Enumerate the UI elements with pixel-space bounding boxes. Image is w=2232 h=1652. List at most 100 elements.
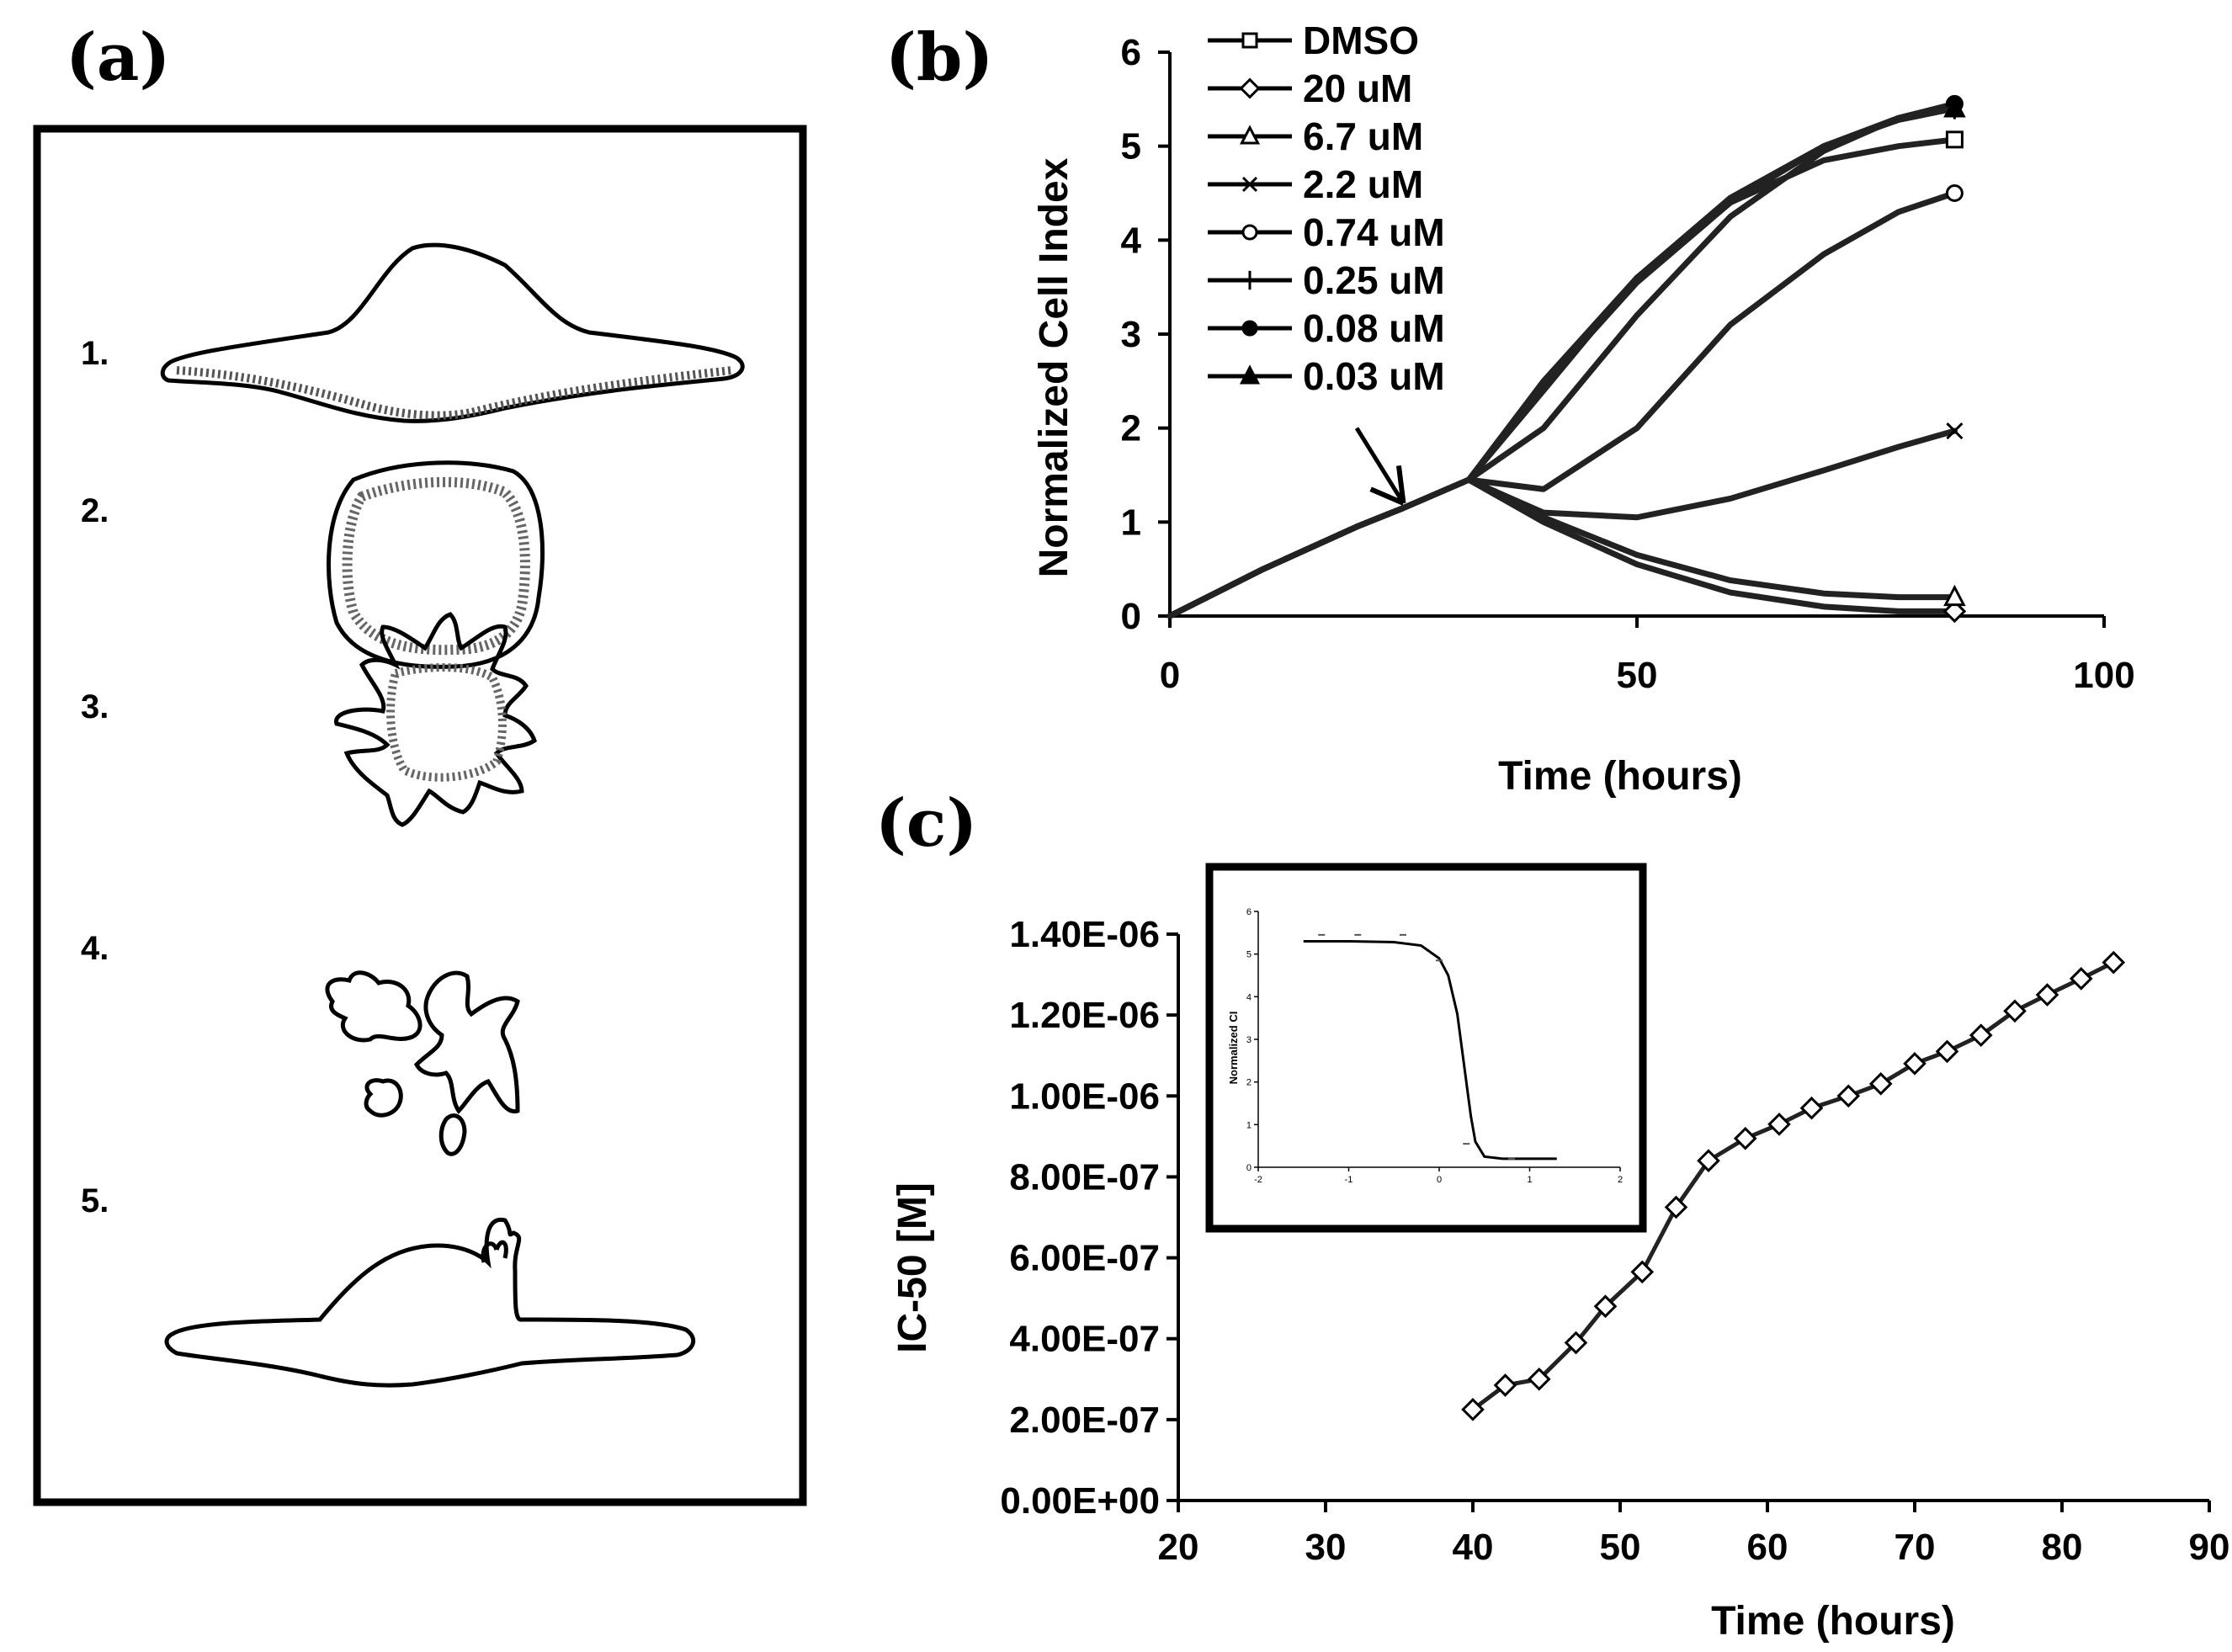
inset-fit-curve xyxy=(1303,939,1557,1161)
chart-c: 0.00E+00 2.00E-07 4.00E-07 6.00E-07 8.00E-07… xyxy=(890,914,2229,1644)
panel-b-label: (b) xyxy=(885,19,993,96)
chart-c-x-tick-label: 50 xyxy=(1600,1527,1641,1568)
chart-b-end-marker xyxy=(1945,130,1964,149)
chart-c-data-point xyxy=(1969,1023,1993,1047)
chart-c-data-point xyxy=(1664,1195,1688,1219)
chart-b-legend-marker xyxy=(1241,32,1258,49)
cell-number-3: 3. xyxy=(81,688,109,725)
chart-c-data-point xyxy=(1564,1331,1588,1355)
chart-b-legend-label: 20 uM xyxy=(1303,66,1412,110)
chart-c-data-point xyxy=(1903,1052,1926,1076)
chart-c-data-point xyxy=(2102,950,2126,975)
inset-x-tick-label: 1 xyxy=(1527,1175,1532,1185)
chart-b-legend-label: 0.08 uM xyxy=(1303,306,1445,350)
chart-b-end-marker xyxy=(1943,96,1966,118)
chart-c-x-tick-label: 70 xyxy=(1895,1527,1936,1568)
chart-b-legend-marker xyxy=(1241,224,1258,241)
chart-b-x-axis-title: Time (hours) xyxy=(1498,754,1742,799)
chart-b-end-marker xyxy=(1942,599,1967,624)
cell-drawing-3 xyxy=(334,612,537,827)
chart-b-legend-label: 0.25 uM xyxy=(1303,258,1445,302)
chart-c-x-tick-label: 80 xyxy=(2042,1527,2083,1568)
chart-c-x-tick-label: 30 xyxy=(1305,1527,1347,1568)
chart-b-x-tick-label: 50 xyxy=(1617,655,1658,696)
chart-b-y-tick-label: 2 xyxy=(1121,408,1141,449)
chart-b-legend-marker xyxy=(1239,364,1261,385)
chart-c-data-point xyxy=(1527,1367,1551,1391)
chart-c-inset: 0 1 2 3 4 5 6 -2 -1 0 1 2 Normalized CI xyxy=(1205,863,1647,1233)
chart-b-legend-marker xyxy=(1241,320,1258,337)
chart-c-data-point xyxy=(1799,1096,1824,1120)
chart-c-data-point xyxy=(1461,1398,1485,1421)
chart-b-arrow-shaft xyxy=(1354,427,1406,505)
panel-a-label: (a) xyxy=(66,19,170,96)
chart-b-legend-marker xyxy=(1239,125,1261,145)
chart-b-legend-label: 0.74 uM xyxy=(1303,210,1445,254)
chart-c-x-axis-title: Time (hours) xyxy=(1711,1599,1955,1644)
cell-number-5: 5. xyxy=(81,1182,109,1219)
chart-c-x-tick-label: 40 xyxy=(1453,1527,1494,1568)
chart-c-data-point xyxy=(1767,1113,1791,1136)
inset-x-tick-label: 2 xyxy=(1618,1175,1623,1185)
chart-c-y-tick-label: 1.00E-06 xyxy=(1009,1076,1160,1117)
chart-c-data-point xyxy=(1593,1294,1618,1319)
chart-b-legend-marker xyxy=(1241,176,1258,193)
inset-y-tick-label: 1 xyxy=(1246,1120,1252,1130)
chart-b-series-line xyxy=(1166,105,1958,619)
chart-b-legend-label: 2.2 uM xyxy=(1303,162,1423,206)
chart-b-x-tick-label: 100 xyxy=(2073,655,2134,696)
chart-c-data-point xyxy=(2003,999,2027,1023)
panel-c-label: (c) xyxy=(875,785,977,862)
chart-b: 0 1 2 3 4 5 6 0 50 100 Time (hours) Normalized Cell… xyxy=(1032,19,2135,799)
chart-b-legend-marker xyxy=(1239,77,1261,99)
chart-b-y-tick-label: 4 xyxy=(1121,220,1142,261)
inset-frame xyxy=(1205,863,1647,1233)
panel-a-frame xyxy=(33,125,807,1506)
chart-c-y-tick-label: 2.00E-07 xyxy=(1009,1400,1160,1441)
cell-drawing-1 xyxy=(160,242,745,423)
chart-b-y-tick-label: 0 xyxy=(1121,596,1141,637)
chart-c-y-axis-title: IC-50 [M] xyxy=(890,1182,935,1353)
chart-c-data-point xyxy=(1493,1373,1517,1397)
chart-b-legend-label: 6.7 uM xyxy=(1303,114,1423,158)
inset-y-tick-label: 5 xyxy=(1246,950,1252,960)
inset-y-tick-label: 0 xyxy=(1246,1163,1252,1173)
chart-c-data-point xyxy=(1630,1260,1655,1284)
chart-b-legend-label: DMSO xyxy=(1303,19,1419,62)
chart-b-y-axis-title: Normalized Cell Index xyxy=(1032,157,1076,577)
chart-b-y-tick-label: 5 xyxy=(1121,126,1141,167)
chart-c-y-tick-label: 6.00E-07 xyxy=(1009,1238,1160,1279)
chart-c-y-tick-label: 0.00E+00 xyxy=(1000,1480,1160,1522)
chart-b-legend-label: 0.03 uM xyxy=(1303,354,1445,398)
chart-b-end-marker xyxy=(1945,184,1964,202)
inset-x-tick-label: -1 xyxy=(1345,1175,1353,1185)
chart-b-x-tick-label: 0 xyxy=(1160,655,1180,696)
chart-c-x-tick-label: 60 xyxy=(1747,1527,1788,1568)
cell-drawing-5 xyxy=(164,1217,696,1388)
chart-b-end-marker xyxy=(1943,584,1966,607)
cell-number-2: 2. xyxy=(81,492,109,529)
chart-c-data-point xyxy=(1935,1039,1959,1064)
inset-y-tick-label: 3 xyxy=(1246,1035,1252,1045)
chart-c-y-tick-label: 8.00E-07 xyxy=(1009,1156,1160,1198)
chart-b-y-tick-label: 6 xyxy=(1121,32,1141,73)
cell-drawing-4 xyxy=(325,970,520,1156)
chart-c-y-tick-label: 4.00E-07 xyxy=(1009,1319,1160,1360)
inset-x-tick-label: 0 xyxy=(1437,1175,1442,1185)
chart-c-x-tick-label: 90 xyxy=(2189,1527,2230,1568)
chart-c-y-tick-label: 1.20E-06 xyxy=(1009,995,1160,1036)
inset-y-axis-title: Normalized CI xyxy=(1227,1012,1240,1085)
chart-c-data-point xyxy=(2035,983,2059,1007)
chart-b-arrow-head xyxy=(1369,465,1406,506)
chart-c-y-tick-label: 1.40E-06 xyxy=(1009,914,1160,955)
chart-c-data-point xyxy=(1868,1072,1893,1096)
inset-y-tick-label: 4 xyxy=(1246,992,1252,1002)
chart-c-data-point xyxy=(2069,967,2093,991)
chart-b-y-tick-label: 3 xyxy=(1121,314,1141,355)
chart-c-data-point xyxy=(1836,1084,1861,1108)
inset-y-tick-label: 2 xyxy=(1246,1078,1252,1088)
chart-c-data-point xyxy=(1697,1149,1720,1173)
chart-b-end-marker xyxy=(1946,422,1964,440)
chart-c-data-point xyxy=(1733,1126,1757,1150)
cell-drawing-2 xyxy=(327,460,545,669)
